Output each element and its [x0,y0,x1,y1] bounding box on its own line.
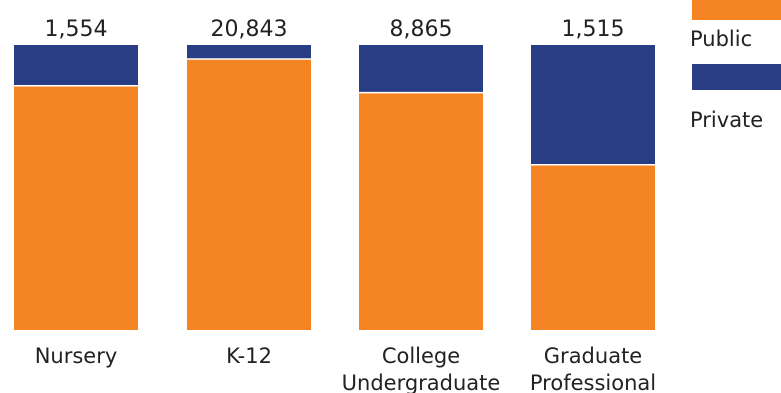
legend-swatch-private [692,64,781,90]
legend: Public Private [690,0,781,132]
bar-graduate-professional-public [531,164,655,330]
bar-college-undergraduate-private [359,45,483,93]
total-label-k-12: 20,843 [211,17,288,42]
legend-label-private: Private [690,108,763,132]
total-labels-group: 1,554 20,843 8,865 1,515 [45,17,625,42]
total-label-nursery: 1,554 [45,17,108,42]
total-label-college-undergraduate: 8,865 [390,17,453,42]
bar-nursery-private [14,45,138,86]
legend-label-public: Public [690,27,752,51]
category-label-nursery: Nursery [35,344,118,368]
bar-k-12-private [187,45,311,59]
category-label-college-undergraduate-line-1: College [382,344,460,368]
bars-group [14,45,655,331]
category-label-graduate-professional-line-2: Professional [530,371,656,393]
category-label-graduate-professional-line-1: Graduate [544,344,642,368]
category-label-k-12: K-12 [226,344,272,368]
bar-nursery-public [14,85,138,330]
category-label-college-undergraduate-line-2: Undergraduate [342,371,501,393]
bar-k-12-public [187,58,311,331]
bar-graduate-professional-private [531,45,655,165]
bar-college-undergraduate-public [359,92,483,330]
total-label-graduate-professional: 1,515 [562,17,625,42]
category-labels-group: Nursery K-12 College Undergraduate Graduate P… [35,344,656,393]
legend-swatch-public [692,0,781,20]
